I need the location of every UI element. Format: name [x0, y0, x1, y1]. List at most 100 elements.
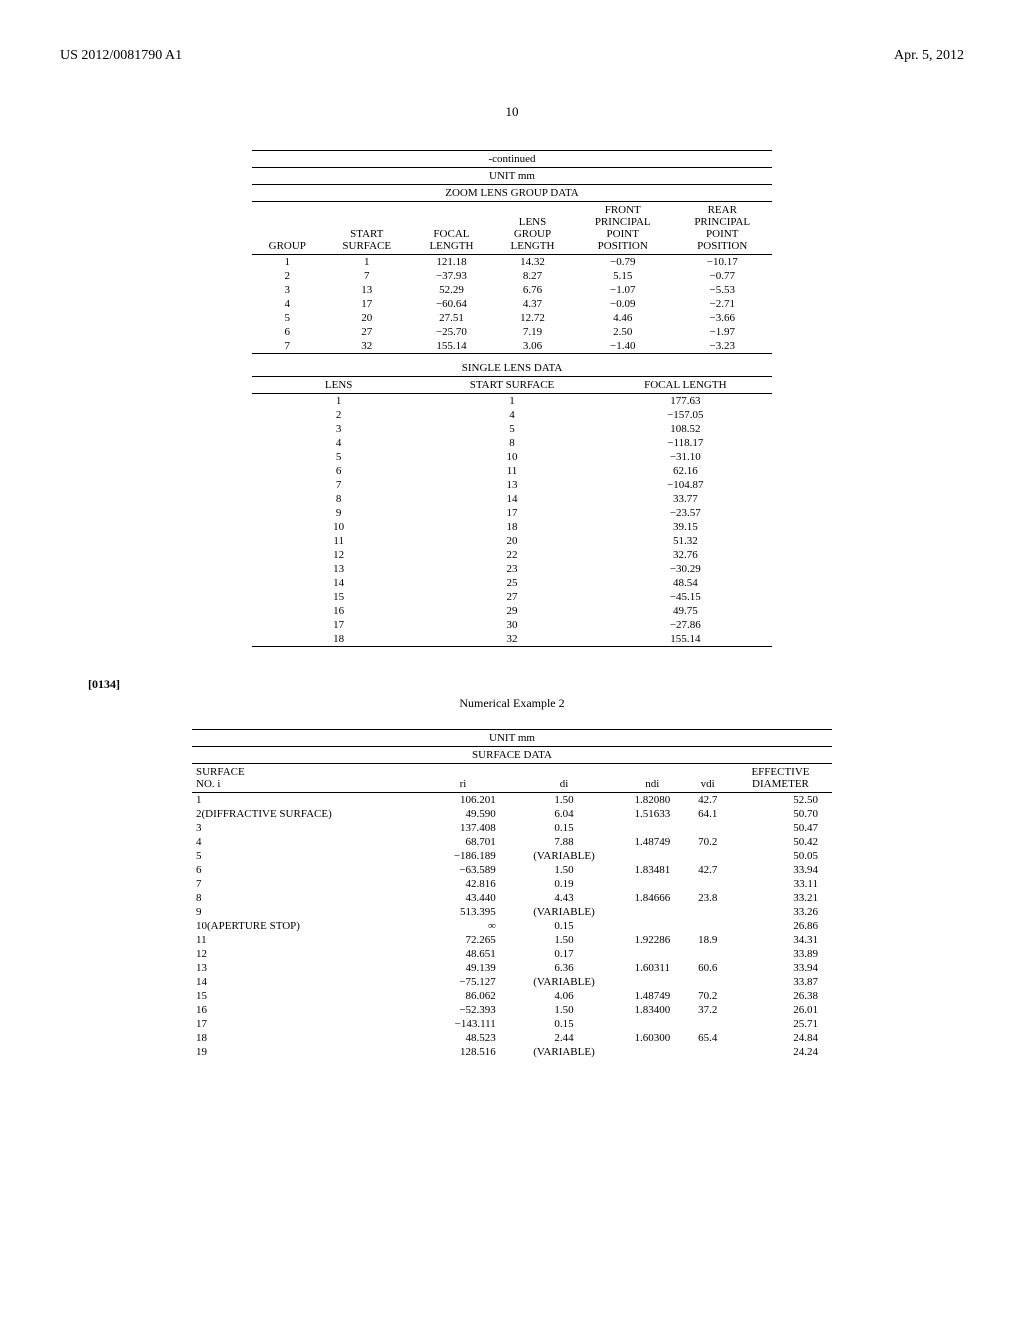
table-cell	[686, 919, 729, 933]
table-row: 417−60.644.37−0.09−2.71	[252, 297, 772, 311]
table-cell: 11	[252, 534, 425, 548]
table-cell: 11	[192, 933, 416, 947]
table-cell	[686, 1045, 729, 1059]
table-cell: 4	[425, 408, 598, 422]
table-row: 10(APERTURE STOP)∞0.1526.86	[192, 919, 832, 933]
table-cell: 8	[252, 492, 425, 506]
table-cell: 13	[252, 562, 425, 576]
table-cell: 14	[425, 492, 598, 506]
table-cell: 14	[192, 975, 416, 989]
table-row: 31352.296.76−1.07−5.53	[252, 283, 772, 297]
table-cell: −0.79	[573, 255, 672, 270]
table-cell: 17	[323, 297, 411, 311]
table-cell: −75.127	[416, 975, 510, 989]
table-cell: 4	[252, 436, 425, 450]
table-cell: 5	[252, 311, 323, 325]
table-cell: 22	[425, 548, 598, 562]
table-row: 713−104.87	[252, 478, 772, 492]
table-cell: 7	[252, 478, 425, 492]
unit-label-2: UNIT mm	[192, 730, 832, 747]
col-ri: ri	[416, 764, 510, 793]
table-cell: −25.70	[411, 325, 492, 339]
table-row: 732155.143.06−1.40−3.23	[252, 339, 772, 354]
table-cell: 1.51633	[618, 807, 686, 821]
table-cell: 30	[425, 618, 598, 632]
table-cell: 2.44	[510, 1031, 618, 1045]
table-cell: 27	[425, 590, 598, 604]
table-cell: −143.111	[416, 1017, 510, 1031]
table-cell: −31.10	[599, 450, 772, 464]
table-cell: 86.062	[416, 989, 510, 1003]
table-cell: 32.76	[599, 548, 772, 562]
col-focal-length-2: FOCAL LENGTH	[599, 377, 772, 394]
table-cell: 33.87	[729, 975, 832, 989]
table-row: 1848.5232.441.6030065.424.84	[192, 1031, 832, 1045]
table-cell: 14	[252, 576, 425, 590]
zoom-group-title: ZOOM LENS GROUP DATA	[252, 185, 772, 202]
table-cell	[686, 877, 729, 891]
table-cell: −3.23	[672, 339, 772, 354]
table-cell: 50.42	[729, 835, 832, 849]
table-cell: 177.63	[599, 394, 772, 409]
table-cell: 1.83481	[618, 863, 686, 877]
table-cell: −104.87	[599, 478, 772, 492]
table-cell: −186.189	[416, 849, 510, 863]
table-cell: 33.11	[729, 877, 832, 891]
table-cell: 33.94	[729, 863, 832, 877]
table-cell: 5	[192, 849, 416, 863]
table-row: 1730−27.86	[252, 618, 772, 632]
table-cell: 48.651	[416, 947, 510, 961]
table-cell: 65.4	[686, 1031, 729, 1045]
table-row: 843.4404.431.8466623.833.21	[192, 891, 832, 905]
table-cell	[618, 919, 686, 933]
table-row: 19128.516(VARIABLE)24.24	[192, 1045, 832, 1059]
table-cell: 1	[252, 394, 425, 409]
table-cell: 39.15	[599, 520, 772, 534]
table-cell: 26.38	[729, 989, 832, 1003]
table-row: 1527−45.15	[252, 590, 772, 604]
table-cell: 25.71	[729, 1017, 832, 1031]
table-cell: 3.06	[492, 339, 573, 354]
table-cell: 11	[425, 464, 598, 478]
table-cell: 70.2	[686, 989, 729, 1003]
table-cell: 10	[425, 450, 598, 464]
table-cell: 60.6	[686, 961, 729, 975]
table-cell: 13	[425, 478, 598, 492]
table-row: 81433.77	[252, 492, 772, 506]
table-cell: 13	[323, 283, 411, 297]
table-row: 3137.4080.1550.47	[192, 821, 832, 835]
table-cell: 17	[425, 506, 598, 520]
table-cell: −1.07	[573, 283, 672, 297]
table-cell: 15	[252, 590, 425, 604]
table-cell: −5.53	[672, 283, 772, 297]
table-cell: 23	[425, 562, 598, 576]
col-rear-principal: REARPRINCIPALPOINTPOSITION	[672, 202, 772, 255]
table-row: 9513.395(VARIABLE)33.26	[192, 905, 832, 919]
table-cell: −0.77	[672, 269, 772, 283]
col-eff-diam: EFFECTIVEDIAMETER	[729, 764, 832, 793]
surface-data-title: SURFACE DATA	[192, 747, 832, 764]
table-cell: 12	[192, 947, 416, 961]
table-cell: 7	[323, 269, 411, 283]
table-cell	[618, 1045, 686, 1059]
table-cell: 9	[192, 905, 416, 919]
table-cell: 6	[192, 863, 416, 877]
table-row: 627−25.707.192.50−1.97	[252, 325, 772, 339]
table-cell: 0.15	[510, 821, 618, 835]
table-cell: 7	[252, 339, 323, 354]
paragraph-number: [0134]	[88, 677, 964, 692]
table-cell: 72.265	[416, 933, 510, 947]
table-cell: 4	[252, 297, 323, 311]
table-cell: 14.32	[492, 255, 573, 270]
table-cell: 68.701	[416, 835, 510, 849]
table-cell: 42.7	[686, 793, 729, 808]
table-cell: 33.77	[599, 492, 772, 506]
table-row: 1248.6510.1733.89	[192, 947, 832, 961]
table-cell: 6	[252, 325, 323, 339]
table-cell: 0.19	[510, 877, 618, 891]
table-row: 1832155.14	[252, 632, 772, 647]
col-front-principal: FRONTPRINCIPALPOINTPOSITION	[573, 202, 672, 255]
col-start-surface-2: START SURFACE	[425, 377, 598, 394]
table-cell: −60.64	[411, 297, 492, 311]
single-lens-title: SINGLE LENS DATA	[252, 360, 772, 377]
